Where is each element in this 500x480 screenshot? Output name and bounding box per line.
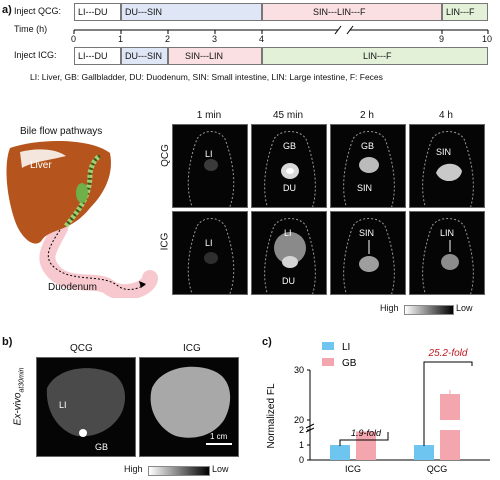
icg-segment-3: SIN---LIN [168,47,262,65]
axis-break-1 [305,423,315,429]
legend-label-GB: GB [342,358,357,369]
panel-c-letter: c) [262,336,272,348]
exvivo-qcg-image: LI GB [36,357,136,457]
x-tick-label: QCG [427,464,448,474]
row-icg-label: ICG [159,232,171,251]
bar-LI-ICG [330,445,350,460]
legend-swatch-LI [322,342,334,350]
icg-45min-image: LI DU [251,211,327,295]
scale-a-gradient [404,305,454,315]
qcg-segment-1: LI---DU [74,3,121,21]
tick-2: 2 [165,34,171,44]
fluorescence-bar-chart: 0 1 220 30 Normalized FL ICG QCG 1.9-fold 25.2-f… [266,342,490,474]
tick-3: 3 [212,34,218,44]
icg-45min-du: DU [282,276,295,286]
bar-GB-QCG-lower [440,430,460,460]
abbreviation-legend: LI: Liver, GB: Gallbladder, DU: Duodenum… [30,72,383,82]
column-2h: 2 h [360,110,374,121]
scale-b-low: Low [212,464,229,474]
qcg-45min-du: DU [283,183,296,193]
exvivo-text: Ex-vivo [12,392,24,426]
exvivo-qcg-li: LI [59,400,67,410]
icg-segment-1: LI---DU [74,47,121,65]
y-tick-label: 0 [299,455,304,465]
tick-1: 1 [118,34,124,44]
tick-10: 10 [482,34,493,44]
tick-4: 4 [259,34,265,44]
y-tick-label: 30 [294,365,304,375]
exvivo-col-icg: ICG [183,343,201,354]
qcg-timeline-label: Inject QCG: [14,6,62,16]
exvivo-scalebar-label: 1 cm [210,432,228,441]
bar-GB-QCG-upper [440,394,460,420]
qcg-2h-image: GB SIN [330,124,406,208]
exvivo-qcg-gb: GB [95,442,109,452]
bar-GB-ICG [356,431,376,460]
time-axis-label: Time (h) [14,24,48,34]
scale-a-low: Low [456,303,473,313]
panel-b-letter: b) [2,336,13,348]
exvivo-label: Ex-vivoat30min [12,368,25,426]
icg-timeline-label: Inject ICG: [14,50,57,60]
legend-label-LI: LI [342,342,350,353]
scale-b-high: High [124,464,143,474]
column-45min: 45 min [272,110,303,121]
qcg-45min-gb: GB [283,141,297,151]
time-axis [73,25,489,35]
bar-LI-QCG [414,445,434,460]
qcg-segment-3: SIN---LIN---F [262,3,442,21]
icg-2h-sin: SIN [359,228,375,238]
row-qcg-label: QCG [159,144,171,167]
y-tick-label: 2 [299,425,304,435]
exvivo-col-qcg: QCG [70,343,93,354]
legend-swatch-GB [322,358,334,366]
duodenum-label: Duodenum [48,282,97,293]
icg-4h-image: LIN [409,211,485,295]
y-tick-label: 20 [294,415,304,425]
y-tick-label: 1 [299,440,304,450]
bile-flow-title: Bile flow pathways [20,126,103,137]
qcg-2h-gb: GB [361,141,375,151]
qcg-segment-2: DU---SIN [121,3,262,21]
qcg-4h-image: SIN [409,124,485,208]
icg-1min-image: LI [172,211,248,295]
icg-segment-2: DU---SIN [121,47,168,65]
column-1min: 1 min [196,110,222,121]
bracket-qcg [423,361,473,446]
icg-1min-li: LI [205,238,213,248]
tick-9: 9 [439,34,445,44]
qcg-4h-sin: SIN [436,147,452,157]
qcg-2h-sin: SIN [357,183,373,193]
icg-segment-4: LIN---F [262,47,488,65]
x-tick-label: ICG [345,464,361,474]
column-4h: 4 h [439,110,453,121]
scale-a-high: High [380,303,399,313]
annotation-icg: 1.9-fold [351,428,382,438]
liver-label: Liver [30,160,52,171]
annotation-qcg: 25.2-fold [428,348,468,359]
qcg-45min-image: GB DU [251,124,327,208]
exvivo-icg-image: 1 cm [139,357,239,457]
icg-4h-lin: LIN [440,228,455,238]
panel-a-letter: a) [2,4,12,16]
y-axis-title: Normalized FL [266,383,277,448]
exvivo-sub: at30min [18,367,26,393]
bracket-icg [339,432,389,446]
icg-2h-image: SIN [330,211,406,295]
bile-flow-diagram [6,141,158,298]
qcg-1min-image: LI [172,124,248,208]
qcg-1min-li: LI [205,149,213,159]
qcg-segment-4: LIN---F [442,3,488,21]
scale-b-gradient [148,466,210,476]
tick-0: 0 [71,34,77,44]
icg-45min-li: LI [284,228,292,238]
